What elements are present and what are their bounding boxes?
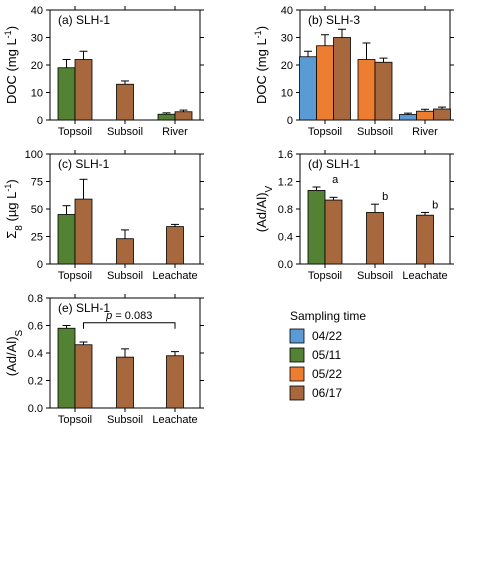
- y-axis-label: (Ad/Al)S: [4, 329, 25, 376]
- y-tick-label: 1.2: [278, 177, 293, 189]
- panel-e: 0.0 0.2 0.4 0.6 0.8 Topsoil Subsoil Leachate (e)…: [4, 293, 204, 426]
- y-tick-label: 0.8: [28, 293, 43, 305]
- x-category-label: Topsoil: [308, 270, 342, 282]
- panel-c: 0 25 50 75 100 Topsoil Subsoil Leachate (c) SLH-…: [3, 149, 204, 282]
- x-category-label: Subsoil: [107, 270, 143, 282]
- y-tick-label: 30: [281, 33, 293, 45]
- bar: [308, 190, 325, 264]
- panel-title: (d) SLH-1: [308, 157, 360, 171]
- bar: [325, 200, 342, 264]
- bar: [417, 215, 434, 264]
- x-category-label: Leachate: [402, 270, 447, 282]
- p-value: p = 0.083: [105, 310, 152, 322]
- bar: [358, 60, 375, 121]
- panel-title: (b) SLH-3: [308, 13, 360, 27]
- panel-a: 0 10 20 30 40 Topsoil Subsoil River (a) SLH-1 DOC…: [3, 5, 204, 138]
- y-tick-label: 0.2: [28, 376, 43, 388]
- bar: [58, 328, 75, 408]
- legend-label: 04/22: [312, 329, 342, 343]
- bar: [158, 114, 175, 120]
- y-tick-label: 20: [31, 60, 43, 72]
- sig-letter: b: [382, 191, 388, 203]
- legend-swatch: [290, 348, 304, 362]
- y-tick-label: 0.0: [28, 403, 43, 415]
- y-tick-label: 0.8: [278, 204, 293, 216]
- x-category-label: Topsoil: [58, 270, 92, 282]
- bar: [167, 227, 184, 264]
- bar: [300, 57, 317, 120]
- y-tick-label: 40: [31, 5, 43, 17]
- x-category-label: Topsoil: [58, 126, 92, 138]
- y-axis-label: (Ad/Al)V: [254, 185, 275, 232]
- bar: [334, 38, 351, 121]
- x-category-label: River: [412, 126, 438, 138]
- bar: [367, 212, 384, 264]
- sig-letter: b: [432, 199, 438, 211]
- x-category-label: Subsoil: [357, 126, 393, 138]
- legend-label: 06/17: [312, 386, 342, 400]
- bar: [434, 109, 451, 120]
- legend-swatch: [290, 386, 304, 400]
- y-tick-label: 30: [31, 33, 43, 45]
- panel-b: 0 10 20 30 40 Topsoil Subsoil River (b) SLH-3 DOC…: [253, 5, 454, 138]
- bar: [167, 356, 184, 408]
- panel-title: (c) SLH-1: [58, 157, 110, 171]
- y-tick-label: 0.4: [278, 232, 293, 244]
- x-category-label: Leachate: [152, 414, 197, 426]
- y-tick-label: 0.4: [28, 348, 43, 360]
- bar: [75, 199, 92, 264]
- p-bracket: [84, 323, 176, 329]
- sig-letter: a: [332, 174, 339, 186]
- legend-title: Sampling time: [290, 309, 366, 323]
- y-tick-label: 0.0: [278, 259, 293, 271]
- y-tick-label: 0.6: [28, 321, 43, 333]
- legend-swatch: [290, 329, 304, 343]
- y-tick-label: 20: [281, 60, 293, 72]
- x-category-label: Subsoil: [357, 270, 393, 282]
- y-tick-label: 1.6: [278, 149, 293, 161]
- y-tick-label: 50: [31, 204, 43, 216]
- y-tick-label: 10: [31, 88, 43, 100]
- y-axis-label: DOC (mg L-1): [3, 26, 19, 104]
- panel-title: (a) SLH-1: [58, 13, 110, 27]
- legend-label: 05/22: [312, 367, 342, 381]
- y-axis-label: Σ8 (µg L-1): [3, 179, 25, 238]
- y-tick-label: 0: [287, 115, 293, 127]
- y-tick-label: 40: [281, 5, 293, 17]
- y-axis-label: DOC (mg L-1): [253, 26, 269, 104]
- legend: Sampling time 04/22 05/11 05/22 06/17: [290, 309, 366, 400]
- bar: [175, 112, 192, 120]
- y-tick-label: 25: [31, 232, 43, 244]
- legend-label: 05/11: [312, 348, 341, 362]
- legend-swatch: [290, 367, 304, 381]
- bar: [317, 46, 334, 120]
- bar: [117, 357, 134, 408]
- bar: [400, 115, 417, 121]
- bar: [117, 84, 134, 120]
- bar: [75, 345, 92, 408]
- panel-title: (e) SLH-1: [58, 301, 110, 315]
- bar: [375, 62, 392, 120]
- x-category-label: Topsoil: [58, 414, 92, 426]
- x-category-label: Subsoil: [107, 414, 143, 426]
- x-category-label: Subsoil: [107, 126, 143, 138]
- y-tick-label: 0: [37, 259, 43, 271]
- x-category-label: Leachate: [152, 270, 197, 282]
- bar: [117, 239, 134, 264]
- x-category-label: Topsoil: [308, 126, 342, 138]
- x-category-label: River: [162, 126, 188, 138]
- bar: [58, 215, 75, 265]
- y-tick-label: 75: [31, 177, 43, 189]
- y-tick-label: 10: [281, 88, 293, 100]
- y-tick-label: 100: [25, 149, 43, 161]
- y-tick-label: 0: [37, 115, 43, 127]
- bar: [58, 68, 75, 120]
- bar: [75, 60, 92, 121]
- bar: [417, 111, 434, 120]
- panel-d: 0.0 0.4 0.8 1.2 1.6 Topsoil a Subsoil b Leachate b…: [254, 149, 454, 282]
